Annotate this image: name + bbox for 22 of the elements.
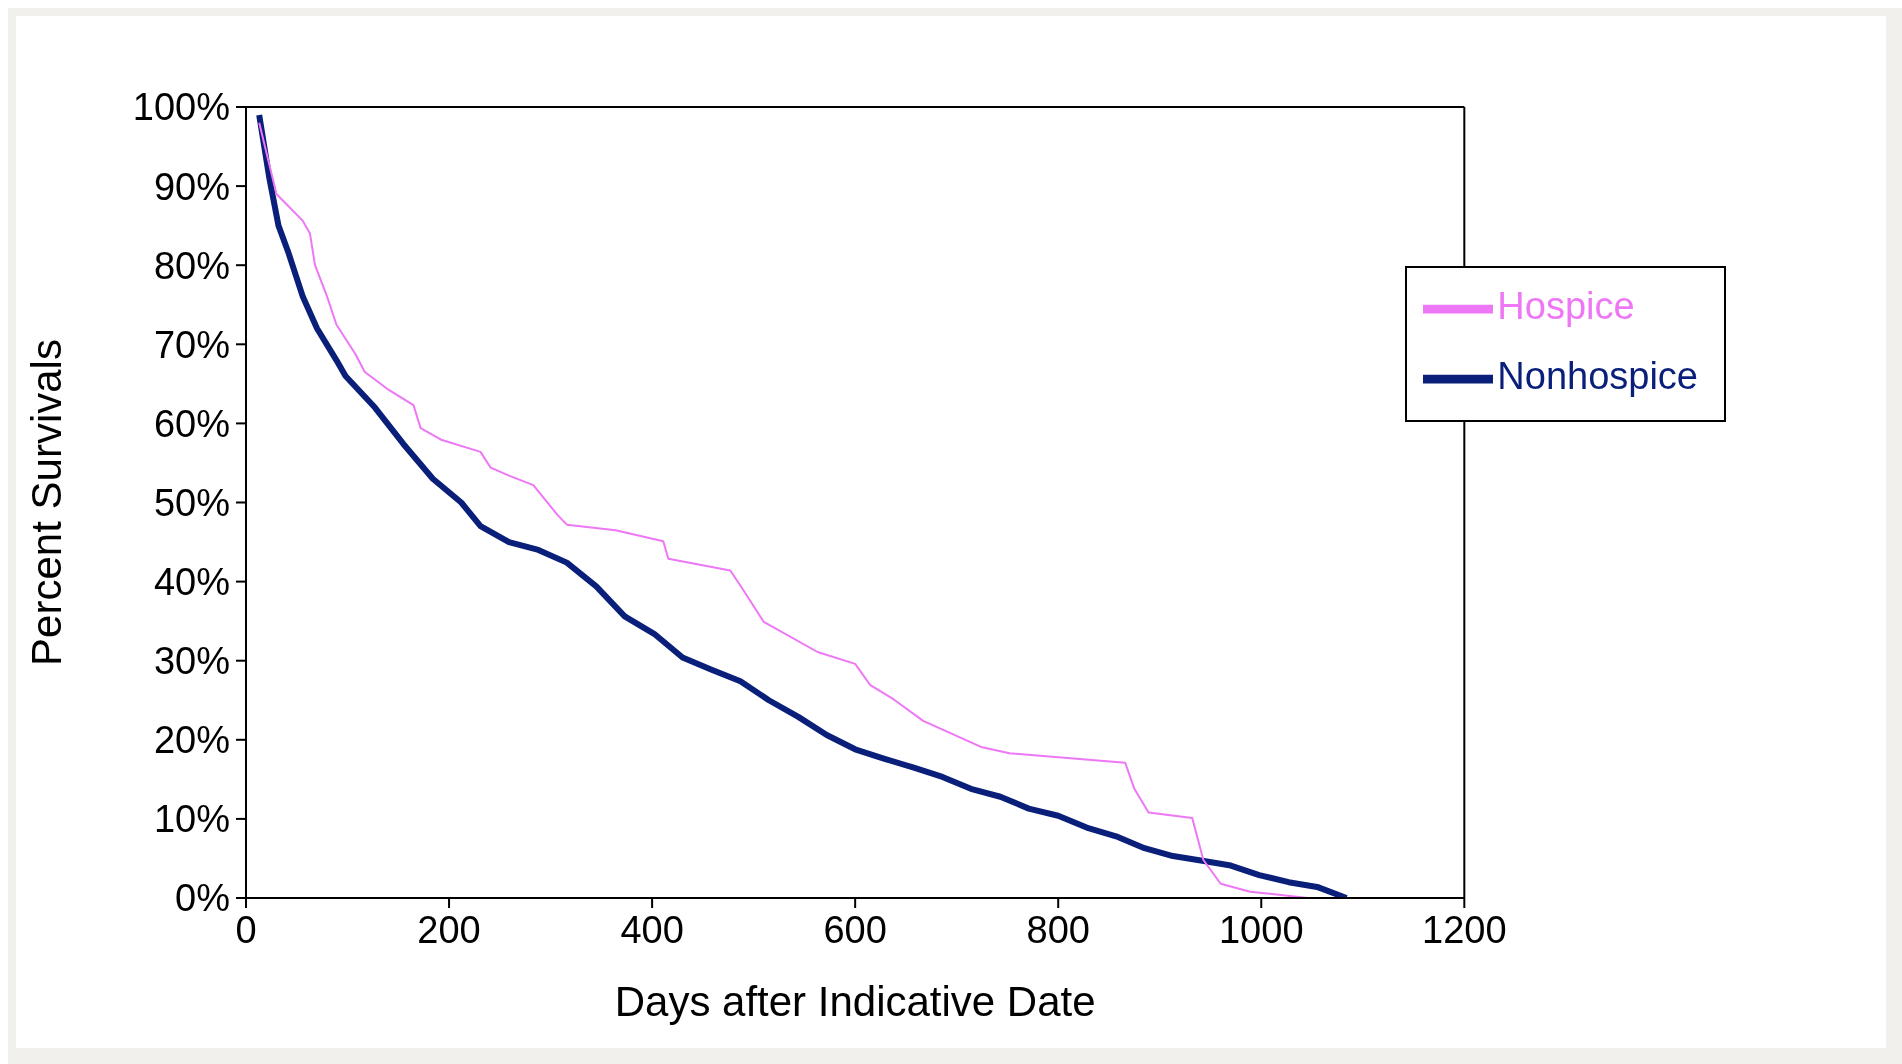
y-tick-label: 50% xyxy=(153,481,230,524)
y-tick-label: 10% xyxy=(153,798,230,841)
x-tick-label: 1000 xyxy=(1218,908,1304,951)
y-tick-label: 100% xyxy=(132,86,230,129)
y-tick-label: 90% xyxy=(153,165,230,208)
x-tick-label: 400 xyxy=(620,908,684,951)
y-tick-label: 70% xyxy=(153,323,230,366)
y-tick-label: 20% xyxy=(153,719,230,762)
legend-label: Hospice xyxy=(1497,285,1635,328)
x-tick-label: 800 xyxy=(1026,908,1090,951)
x-tick-label: 200 xyxy=(417,908,481,951)
y-tick-label: 0% xyxy=(175,877,230,920)
x-axis-title: Days after Indicative Date xyxy=(614,978,1096,1025)
x-tick-label: 600 xyxy=(823,908,887,951)
y-tick-label: 80% xyxy=(153,244,230,287)
y-tick-label: 40% xyxy=(153,561,230,604)
y-tick-label: 30% xyxy=(153,640,230,683)
x-tick-label: 0 xyxy=(235,908,257,951)
y-axis-title: Percent Survivals xyxy=(22,339,70,666)
y-tick-label: 60% xyxy=(153,402,230,445)
legend-label: Nonhospice xyxy=(1497,355,1698,398)
x-tick-label: 1200 xyxy=(1422,908,1507,951)
